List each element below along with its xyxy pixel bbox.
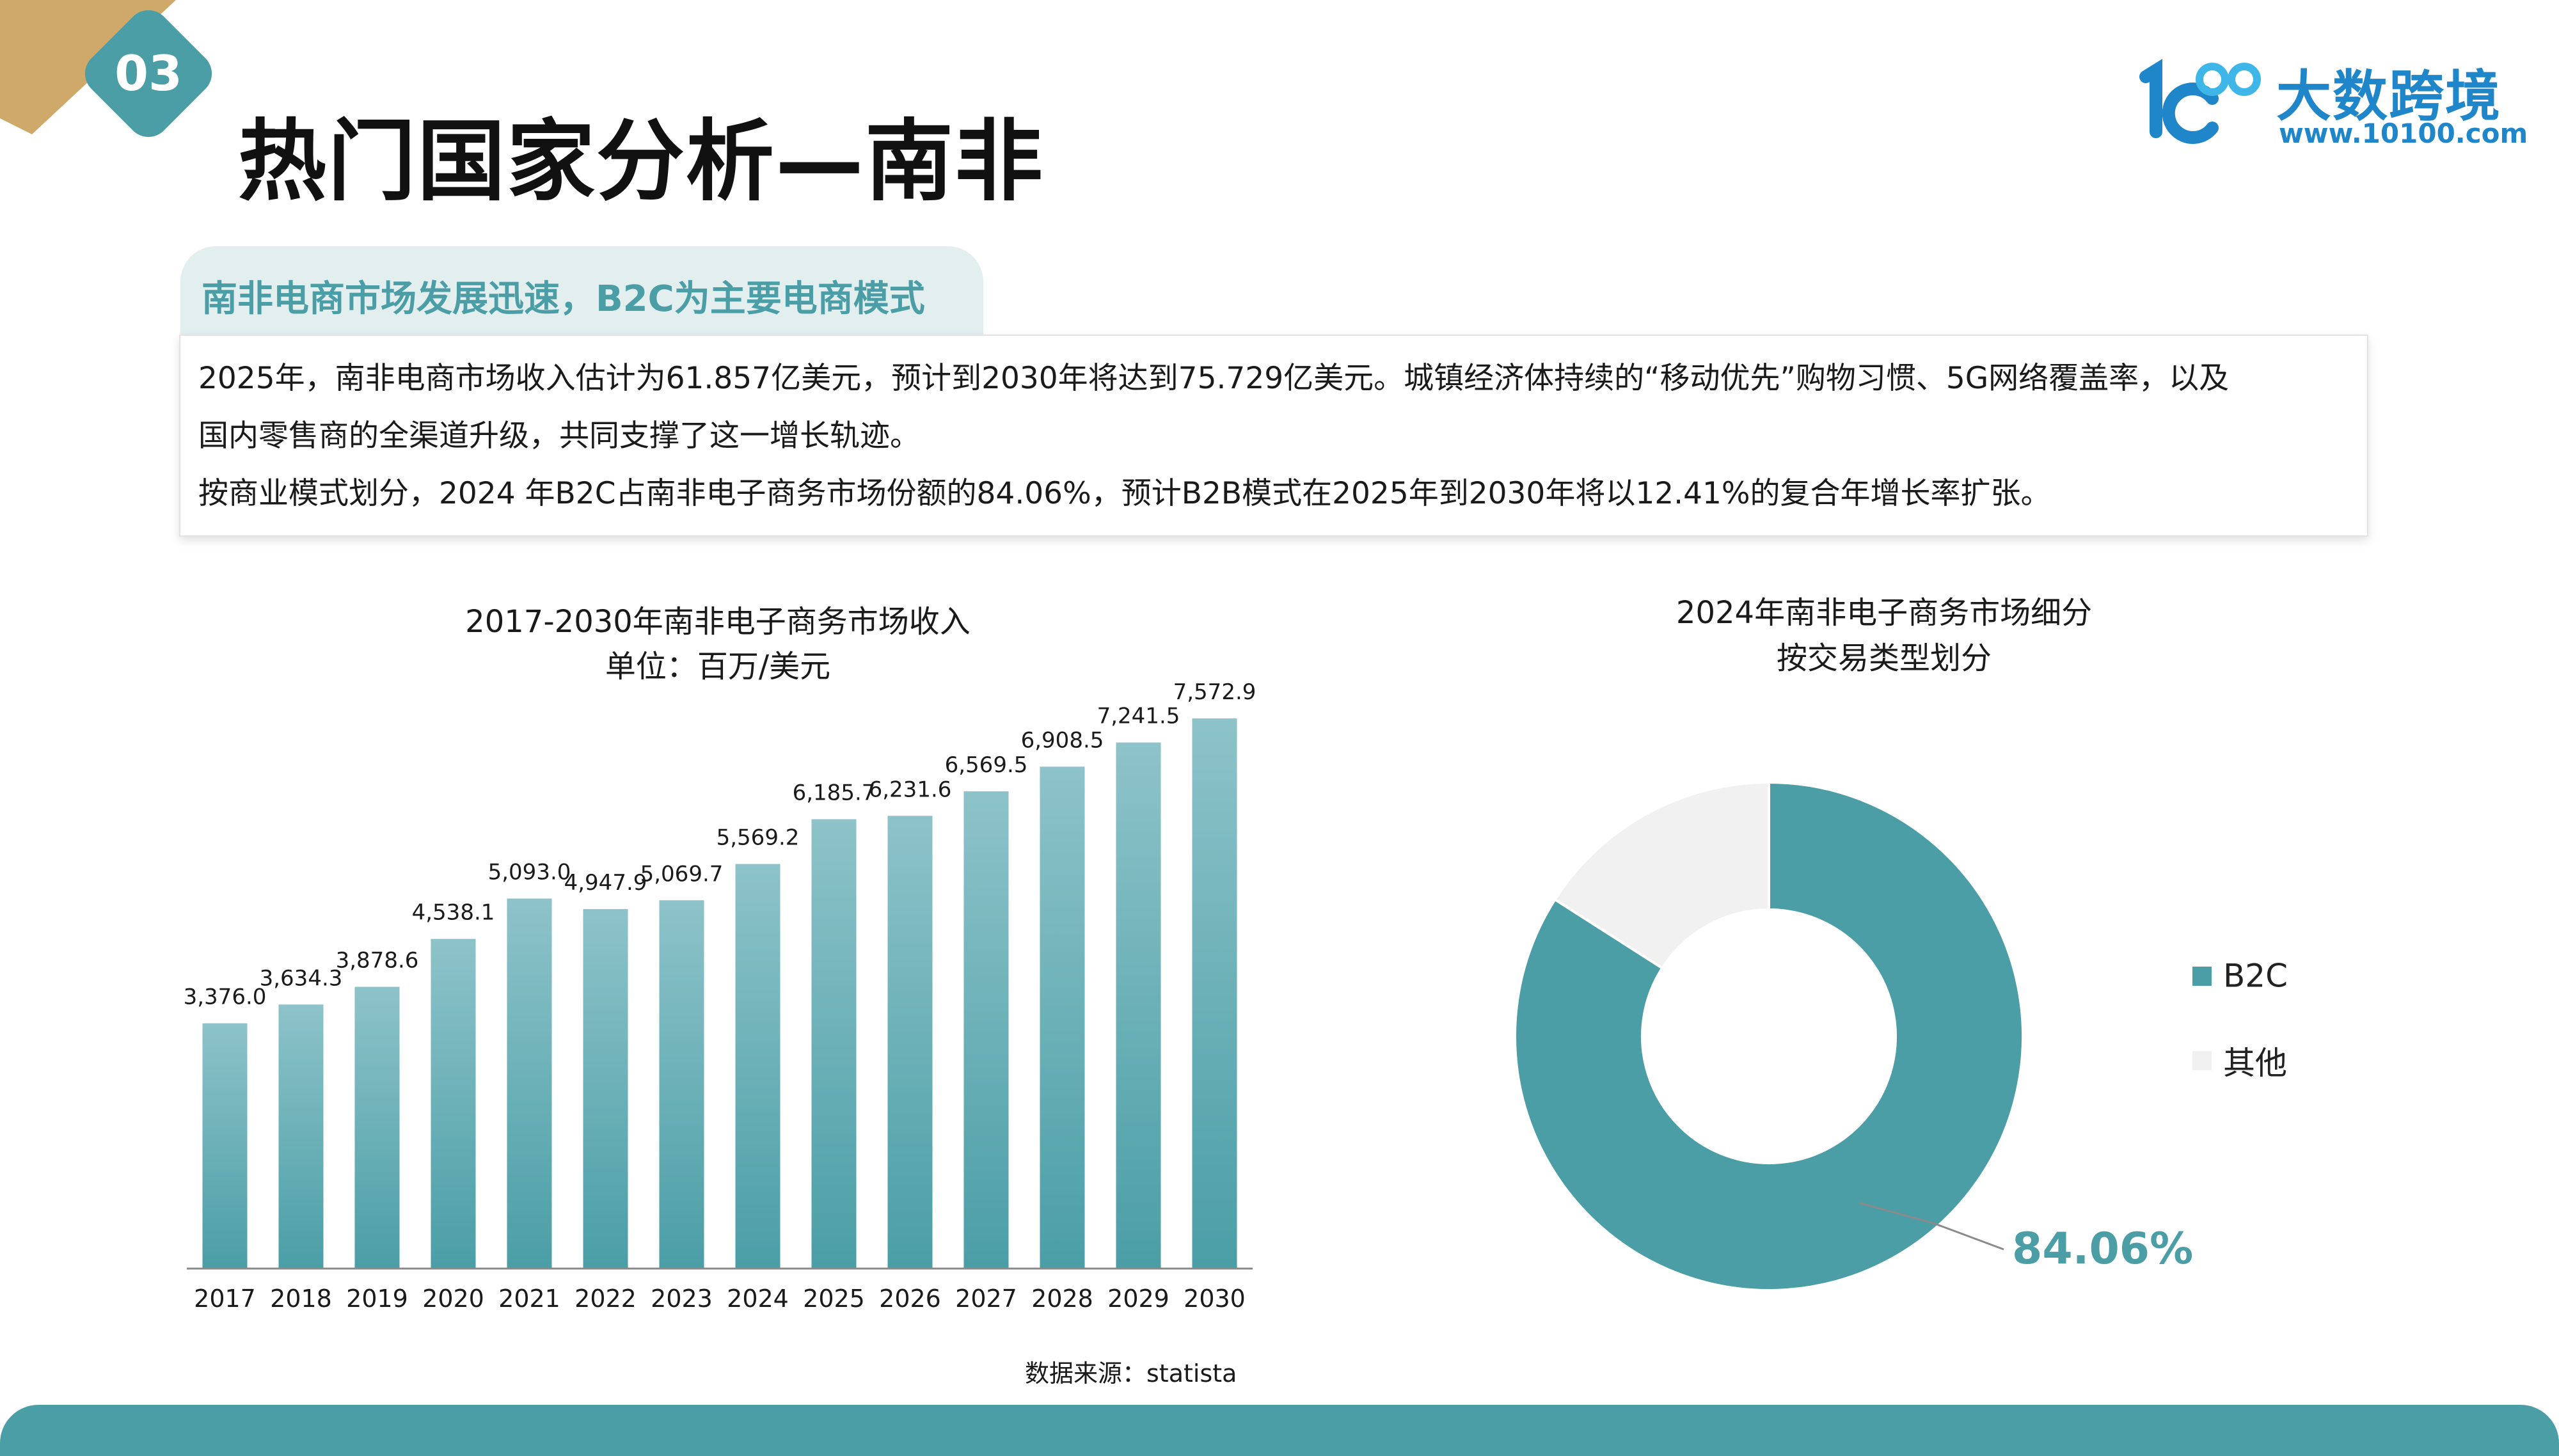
bar-series: 3,376.0 2017 3,634.3 2018 3,878.6 2019 4,538.1…: [184, 679, 1256, 1313]
x-tick-label: 2029: [1107, 1285, 1169, 1313]
donut-chart-title: 2024年南非电子商务市场细分: [1676, 595, 2092, 631]
bar-2029: [1116, 742, 1161, 1269]
bar-value-label: 5,093.0: [488, 860, 571, 885]
brand-logo: 大数跨境 www.10100.com: [2137, 51, 2528, 154]
footer-bar: [0, 1405, 2559, 1456]
legend-label-b2c: B2C: [2223, 957, 2288, 995]
x-tick-label: 2019: [346, 1285, 408, 1313]
bar-2019: [354, 986, 400, 1269]
x-tick-label: 2030: [1184, 1285, 1246, 1313]
x-tick-label: 2023: [651, 1285, 713, 1313]
bar-chart-subtitle: 单位：百万/美元: [605, 649, 830, 684]
bar-2024: [735, 864, 780, 1269]
donut-data-label: 84.06%: [2012, 1224, 2193, 1274]
bar-value-label: 7,572.9: [1173, 679, 1256, 705]
donut-chart-subtitle: 按交易类型划分: [1777, 640, 1992, 676]
legend-item-b2c: B2C: [2192, 955, 2288, 995]
summary-line-3: 按商业模式划分，2024 年B2C占南非电子商务市场份额的84.06%，预计B2…: [198, 476, 2051, 511]
bar-2018: [278, 1004, 324, 1269]
x-tick-label: 2028: [1031, 1285, 1093, 1313]
legend-swatch-other: [2192, 1051, 2212, 1070]
summary-box: [179, 335, 2368, 537]
legend-swatch-b2c: [2192, 966, 2212, 986]
bar-2017: [202, 1023, 248, 1269]
bar-2028: [1040, 766, 1085, 1269]
bar-value-label: 3,634.3: [260, 965, 343, 991]
bar-2023: [659, 900, 704, 1269]
legend-label-other: 其他: [2223, 1045, 2287, 1082]
donut-series: [1514, 780, 2024, 1292]
donut-leader-line: [1858, 1201, 2004, 1251]
10100-logo-mark-icon: [2139, 58, 2261, 144]
bar-2022: [583, 909, 628, 1269]
bar-2025: [811, 819, 857, 1269]
bar-value-label: 6,231.6: [869, 777, 952, 802]
donut-slice-b2c: [1514, 780, 2024, 1292]
bar-value-label: 5,069.7: [640, 861, 724, 887]
bar-2020: [431, 938, 476, 1269]
bar-value-label: 6,908.5: [1021, 727, 1104, 753]
x-tick-label: 2020: [422, 1285, 484, 1313]
section-number: 03: [115, 45, 182, 102]
donut-slice-other: [1553, 780, 1770, 970]
x-tick-label: 2022: [574, 1285, 637, 1313]
bar-value-label: 3,878.6: [336, 948, 419, 974]
bar-value-label: 7,241.5: [1097, 704, 1180, 729]
page-title: 热门国家分析—南非: [238, 110, 1045, 213]
bar-2026: [887, 816, 933, 1269]
summary-line-2: 国内零售商的全渠道升级，共同支撑了这一增长轨迹。: [198, 418, 920, 454]
bar-value-label: 6,569.5: [945, 752, 1028, 778]
bar-2021: [507, 898, 552, 1269]
bar-2027: [963, 791, 1009, 1269]
data-source: 数据来源：statista: [1025, 1359, 1237, 1388]
summary-tab: [180, 246, 983, 342]
bar-value-label: 4,538.1: [412, 900, 495, 926]
bar-value-label: 6,185.7: [793, 780, 876, 806]
x-tick-label: 2017: [194, 1285, 256, 1313]
x-tick-label: 2026: [879, 1285, 941, 1313]
x-tick-label: 2027: [955, 1285, 1017, 1313]
bar-value-label: 5,569.2: [717, 825, 800, 851]
logo-url: www.10100.com: [2279, 118, 2528, 149]
logo-name: 大数跨境: [2276, 65, 2501, 129]
summary-line-1: 2025年，南非电商市场收入估计为61.857亿美元，预计到2030年将达到75…: [198, 361, 2230, 396]
x-tick-label: 2018: [270, 1285, 332, 1313]
bar-chart-title: 2017-2030年南非电子商务市场收入: [465, 604, 971, 640]
x-tick-label: 2021: [498, 1285, 560, 1313]
x-tick-label: 2025: [803, 1285, 865, 1313]
summary-heading: 南非电商市场发展迅速，B2C为主要电商模式: [202, 278, 925, 320]
x-tick-label: 2024: [727, 1285, 789, 1313]
bar-2030: [1192, 718, 1237, 1269]
bar-value-label: 3,376.0: [184, 985, 267, 1010]
legend-item-other: 其他: [2192, 1038, 2287, 1084]
bar-value-label: 4,947.9: [564, 870, 647, 896]
